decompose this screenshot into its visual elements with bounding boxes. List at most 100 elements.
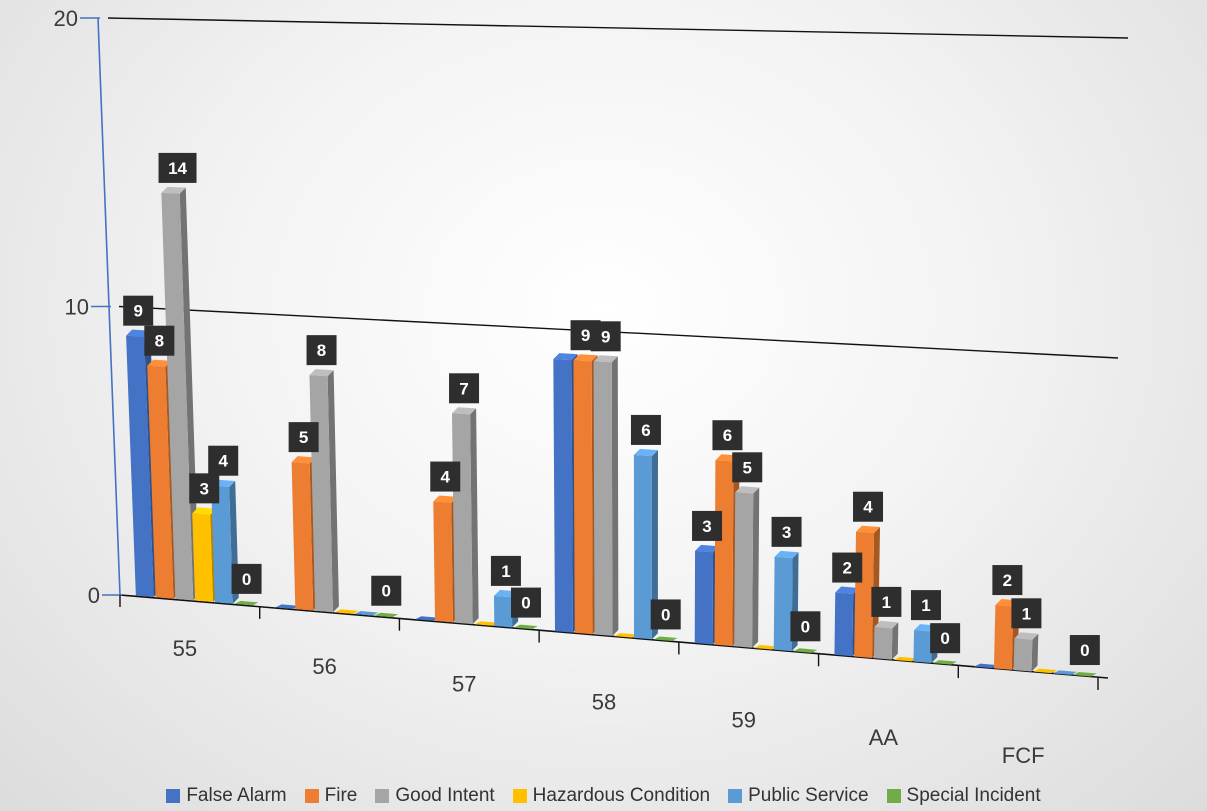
bar-top (451, 407, 477, 415)
bar-top (161, 186, 186, 194)
bar-top (192, 507, 217, 515)
data-label-box (189, 473, 220, 504)
bar-front (451, 413, 473, 625)
data-label-text: 9 (581, 326, 590, 345)
legend-swatch (512, 789, 527, 803)
data-label-box (712, 420, 743, 451)
data-label: 7 (449, 373, 480, 404)
bar-front (126, 335, 154, 598)
data-label: 9 (590, 321, 621, 352)
bar (974, 663, 999, 669)
data-label: 2 (832, 552, 863, 583)
data-label-text: 6 (641, 421, 650, 440)
data-label-text: 1 (501, 562, 510, 581)
data-label-box (732, 452, 763, 483)
data-label-text: 8 (317, 341, 326, 360)
y-tick-label: 20 (54, 6, 78, 31)
bar-flat (1053, 670, 1078, 675)
data-label-box (231, 563, 262, 594)
data-label-box (871, 586, 902, 617)
bar-top (147, 359, 172, 367)
data-label-text: 0 (521, 594, 530, 613)
data-label-box (1069, 635, 1100, 666)
bar-side (470, 408, 479, 625)
data-label-box (490, 555, 521, 586)
bar (873, 620, 899, 660)
data-label-text: 0 (661, 605, 670, 624)
bar-front (993, 605, 1014, 670)
data-label-box (306, 335, 337, 366)
gridlines (107, 17, 1129, 359)
bar-top (735, 486, 760, 494)
data-label-text: 0 (801, 617, 810, 636)
data-label-box (910, 590, 941, 621)
bar-front (433, 501, 453, 623)
bar-flat (474, 621, 499, 626)
data-label-text: 4 (218, 452, 228, 471)
bar-side (327, 370, 339, 613)
data-label-text: 1 (921, 596, 930, 615)
data-label-text: 0 (1080, 641, 1089, 660)
x-tick-label: AA (869, 725, 899, 750)
bar-top (1014, 632, 1039, 640)
bar-front (291, 462, 314, 611)
legend-swatch (886, 789, 901, 803)
bar-top (874, 620, 899, 629)
axes (80, 17, 1109, 690)
data-label: 4 (853, 491, 884, 522)
data-label-text: 6 (723, 426, 732, 445)
data-label-box (123, 295, 154, 326)
bar-side (1031, 633, 1039, 672)
bar-front (211, 485, 233, 604)
bar-front (714, 460, 734, 647)
data-label-text: 9 (133, 302, 142, 321)
data-label-text: 2 (1003, 571, 1012, 590)
data-label-text: 1 (882, 593, 891, 612)
bar (354, 611, 379, 616)
data-label: 6 (630, 414, 661, 445)
data-label: 9 (123, 295, 154, 326)
data-label-box (590, 321, 621, 352)
legend-swatch (304, 789, 319, 803)
bar-flat (793, 648, 818, 653)
gridline-20 (107, 17, 1129, 39)
legend-label: Fire (324, 785, 358, 806)
bar-flat (753, 644, 778, 650)
bar-front (873, 626, 893, 660)
data-label-text: 4 (863, 498, 873, 517)
y-tick-label: 0 (88, 583, 100, 608)
data-label-text: 4 (441, 468, 451, 487)
bar (593, 355, 619, 636)
legend-label: Hazardous Condition (532, 785, 711, 806)
legend-item: False Alarm (166, 785, 287, 807)
legend-swatch (166, 789, 181, 803)
bar (893, 656, 918, 662)
legend-label: Public Service (748, 785, 869, 806)
bar-front (553, 359, 573, 633)
data-label: 0 (231, 563, 262, 594)
bar-top (774, 550, 799, 559)
legend-item: Public Service (728, 785, 869, 807)
data-label-text: 0 (382, 582, 391, 601)
legend-label: False Alarm (186, 785, 287, 806)
bar-flat (334, 609, 359, 614)
bar-flat (1072, 672, 1097, 677)
bar-front (633, 454, 652, 640)
data-label-box (771, 516, 802, 547)
x-tick-label: 59 (731, 707, 755, 732)
data-label: 3 (189, 473, 220, 504)
data-label-box (650, 599, 681, 630)
bar-top (573, 354, 598, 362)
bar-front (913, 630, 932, 664)
bar (614, 633, 639, 638)
bar (234, 600, 259, 606)
legend-item: Special Incident (886, 785, 1041, 807)
data-label-text: 7 (459, 379, 468, 398)
data-label: 1 (490, 555, 521, 586)
data-label-text: 14 (168, 159, 187, 178)
data-label: 1 (910, 590, 941, 621)
data-label: 0 (790, 611, 821, 642)
x-tick-label: 56 (312, 654, 336, 679)
data-label: 3 (771, 516, 802, 547)
legend-item: Hazardous Condition (512, 785, 711, 807)
